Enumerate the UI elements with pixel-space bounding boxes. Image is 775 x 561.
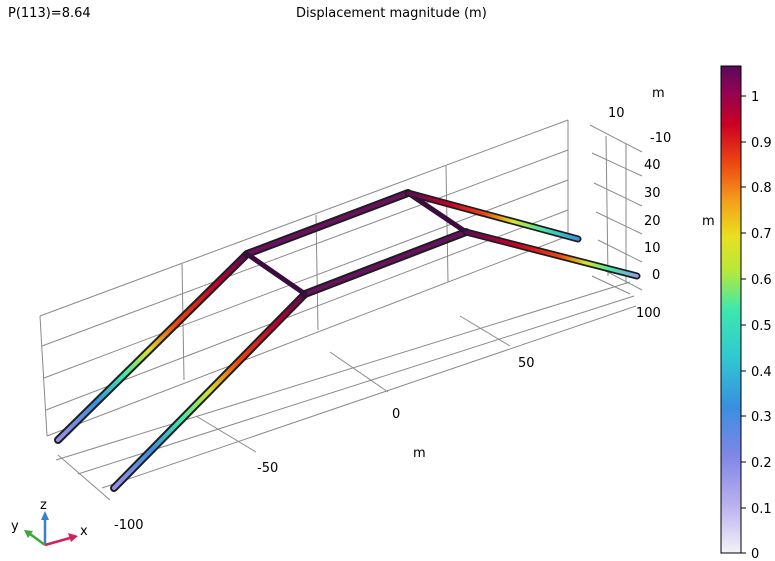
- y-axis-unit: m: [652, 86, 665, 101]
- colorbar-tick: 0.1: [751, 502, 772, 517]
- colorbar-tick: 0.6: [751, 273, 772, 288]
- colorbar-tick: 0.8: [751, 181, 772, 196]
- z-tick-label: 0: [652, 268, 660, 283]
- x-tick-label: -100: [114, 518, 144, 533]
- z-tick-label: 10: [644, 241, 661, 256]
- colorbar-tick: 0.4: [751, 365, 772, 380]
- axis-triad: z x y: [11, 498, 88, 547]
- floor-grid: [55, 275, 637, 501]
- colorbar-tick: 0: [751, 547, 759, 561]
- back-wall-grid: [39, 119, 569, 437]
- truss-frame: [54, 189, 641, 492]
- z-axis-unit: m: [702, 214, 715, 229]
- colorbar-tick: 0.9: [751, 136, 772, 151]
- x-axis-unit: m: [413, 446, 426, 461]
- z-tick-label: 30: [644, 186, 661, 201]
- triad-x-label: x: [80, 524, 88, 539]
- plot-title: Displacement magnitude (m): [296, 6, 487, 21]
- parameter-label: P(113)=8.64: [8, 6, 91, 21]
- colorbar-tick: 0.7: [751, 227, 772, 242]
- colorbar-tick: 0.2: [751, 456, 772, 471]
- z-tick-label: 20: [644, 214, 661, 229]
- x-tick-label: -50: [257, 461, 278, 476]
- x-tick-label: 50: [518, 356, 535, 371]
- colorbar-tick: 0.5: [751, 319, 772, 334]
- color-legend: 1 0.9 0.8 0.7 0.6 0.5 0.4 0.3 0.2 0.1 0: [720, 65, 772, 561]
- colorbar-tick: 1: [751, 90, 759, 105]
- colorbar-gradient: [720, 65, 742, 554]
- side-wall-grid: [589, 124, 643, 291]
- x-tick-label: 0: [392, 407, 400, 422]
- triad-y-label: y: [11, 519, 19, 534]
- y-tick-label: 10: [608, 106, 625, 121]
- y-tick-label: -10: [650, 131, 671, 146]
- z-tick-label: 40: [644, 158, 661, 173]
- colorbar-tick: 0.3: [751, 410, 772, 425]
- x-tick-label: 100: [636, 306, 661, 321]
- triad-z-label: z: [40, 498, 47, 513]
